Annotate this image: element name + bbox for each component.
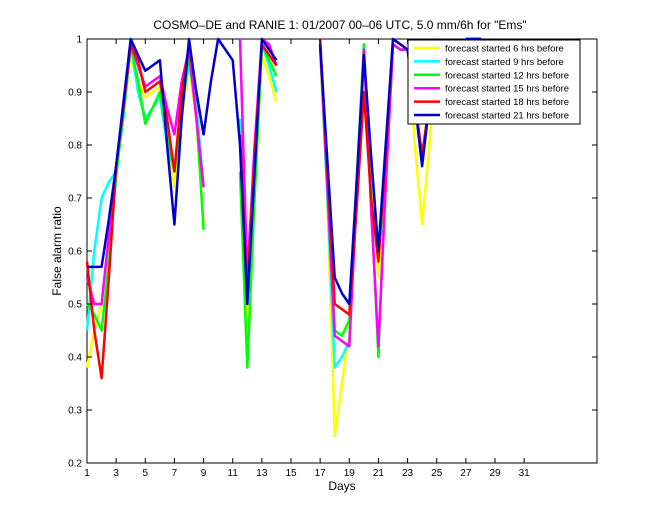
y-axis-title: False alarm ratio xyxy=(50,206,64,296)
y-tick-label: 0.6 xyxy=(68,247,82,258)
legend-box xyxy=(407,39,581,125)
y-tick-label: 0.9 xyxy=(68,88,82,99)
x-tick-label: 15 xyxy=(285,468,297,479)
y-tick-label: 1 xyxy=(76,35,82,46)
x-tick-label: 17 xyxy=(315,468,327,479)
x-tick-label: 29 xyxy=(489,468,501,479)
y-tick-label: 0.4 xyxy=(68,353,82,364)
x-tick-label: 1 xyxy=(84,468,90,479)
x-tick-label: 3 xyxy=(113,468,119,479)
x-tick-label: 27 xyxy=(460,468,472,479)
x-tick-label: 9 xyxy=(201,468,207,479)
legend: forecast started 6 hrs before forecast st… xyxy=(407,39,581,125)
y-tick-label: 0.5 xyxy=(68,300,82,311)
x-tick-label: 7 xyxy=(172,468,178,479)
legend-label: forecast started 15 hrs before xyxy=(445,84,569,95)
legend-label: forecast started 12 hrs before xyxy=(445,70,569,81)
x-tick-label: 13 xyxy=(256,468,268,479)
x-tick-label: 31 xyxy=(519,468,531,479)
x-axis-ticks: 1 3 5 7 9 11 13 15 17 19 21 23 25 27 29 31 xyxy=(84,39,530,479)
y-tick-label: 0.8 xyxy=(68,141,82,152)
legend-label: forecast started 21 hrs before xyxy=(445,111,569,122)
y-axis-ticks: 0.2 0.3 0.4 0.5 0.6 0.7 0.8 0.9 1 xyxy=(68,35,597,470)
x-tick-label: 19 xyxy=(344,468,356,479)
y-tick-label: 0.7 xyxy=(68,194,82,205)
x-tick-label: 21 xyxy=(373,468,385,479)
legend-label: forecast started 9 hrs before xyxy=(445,57,564,68)
x-tick-label: 5 xyxy=(143,468,149,479)
series-layer xyxy=(85,37,497,438)
x-tick-label: 23 xyxy=(402,468,414,479)
legend-items: forecast started 6 hrs before forecast st… xyxy=(414,44,569,122)
chart-title: COSMO–DE and RANIE 1: 01/2007 00–06 UTC,… xyxy=(153,18,526,32)
series-segment xyxy=(87,37,278,306)
x-axis-title: Days xyxy=(328,479,355,493)
series-segment xyxy=(85,43,205,380)
legend-label: forecast started 6 hrs before xyxy=(445,44,564,55)
y-tick-label: 0.3 xyxy=(68,406,82,417)
x-tick-label: 25 xyxy=(431,468,443,479)
series-segment xyxy=(318,43,438,438)
legend-label: forecast started 18 hrs before xyxy=(445,97,569,108)
y-tick-label: 0.2 xyxy=(68,459,82,470)
x-tick-label: 11 xyxy=(228,468,239,479)
